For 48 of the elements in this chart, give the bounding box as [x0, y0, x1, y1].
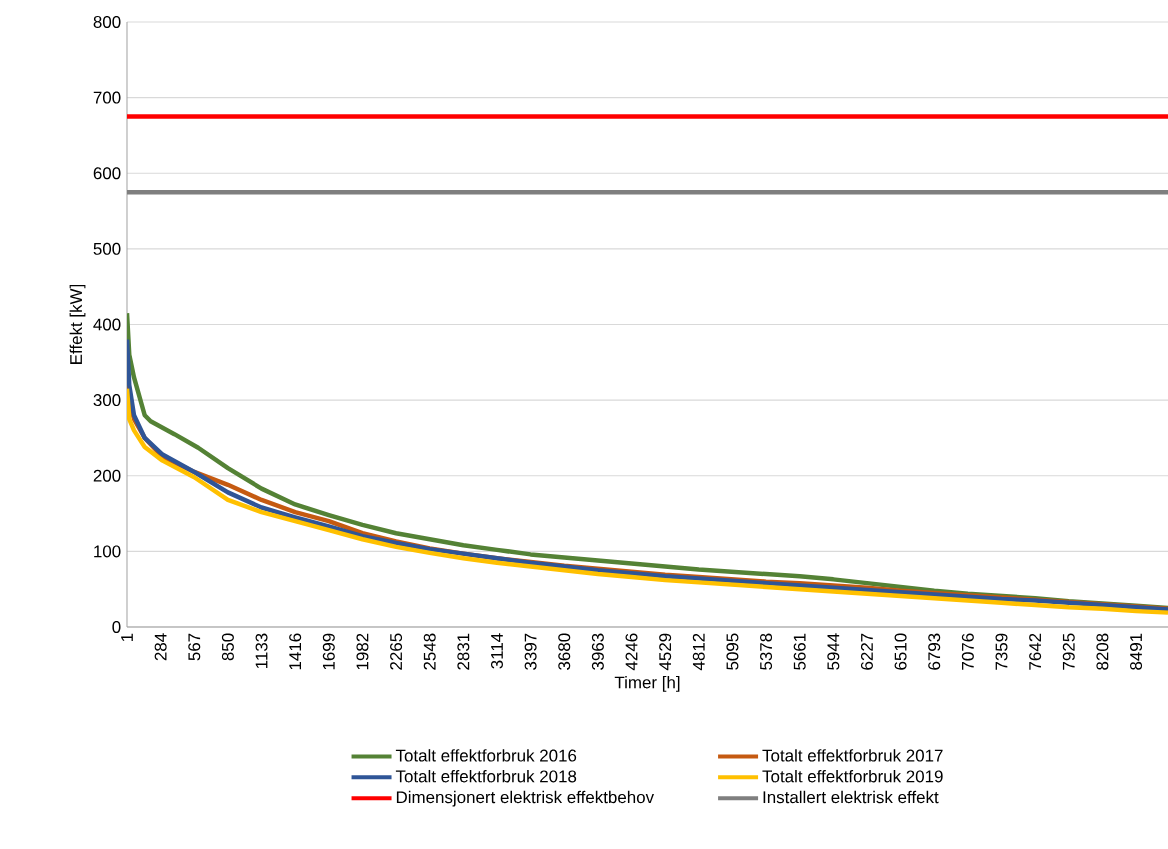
x-tick-label: 3963 [591, 633, 604, 670]
x-tick-label: 3397 [524, 633, 537, 670]
x-tick-label: 4812 [692, 633, 705, 671]
y-axis-title: Effekt [kW] [69, 284, 86, 364]
legend-label: Totalt effektforbruk 2016 [395, 749, 577, 762]
x-tick-label: 2265 [390, 633, 403, 670]
legend-label: Totalt effektforbruk 2018 [395, 769, 577, 783]
y-tick-label: 300 [93, 394, 121, 407]
x-tick-label: 284 [154, 633, 167, 661]
legend-label: Totalt effektforbruk 2017 [762, 749, 943, 762]
y-tick-label: 500 [93, 242, 121, 255]
legend-label: Dimensjonert elektrisk effektbehov [396, 790, 654, 807]
x-tick-label: 6793 [928, 633, 941, 670]
y-tick-label: 800 [93, 16, 121, 28]
x-tick-label: 2831 [457, 633, 470, 670]
x-tick-label: 7925 [1062, 633, 1075, 670]
x-tick-label: 6227 [860, 633, 873, 670]
x-tick-label: 6510 [894, 633, 907, 670]
x-tick-label: 4246 [625, 633, 638, 671]
x-tick-label: 7076 [961, 633, 974, 670]
x-tick-label: 5378 [760, 633, 773, 670]
x-tick-label: 3114 [490, 633, 503, 669]
x-tick-label: 1699 [322, 633, 335, 670]
x-tick-label: 5944 [827, 633, 840, 670]
y-tick-label: 100 [94, 545, 121, 558]
x-tick-label: 5095 [726, 633, 739, 670]
y-tick-label: 200 [93, 469, 121, 482]
x-tick-label: 850 [221, 633, 234, 661]
x-tick-label: 8491 [1130, 633, 1143, 670]
x-tick-label: 1982 [356, 633, 369, 670]
x-tick-label: 7359 [995, 633, 1008, 670]
y-tick-label: 0 [112, 621, 121, 633]
x-tick-label: 1 [121, 633, 133, 641]
x-tick-label: 2548 [423, 633, 436, 670]
x-tick-label: 567 [188, 633, 201, 661]
x-axis-title: Timer [h] [614, 676, 680, 692]
y-tick-label: 400 [93, 318, 121, 331]
x-tick-label: 1416 [289, 633, 302, 670]
y-tick-label: 700 [93, 91, 121, 104]
x-tick-label: 4529 [659, 633, 672, 671]
legend-label: Totalt effektforbruk 2019 [762, 769, 943, 783]
y-tick-label: 600 [93, 167, 121, 180]
x-tick-label: 3680 [558, 633, 571, 670]
x-tick-label: 7642 [1029, 633, 1042, 670]
legend-label: Installert elektrisk effekt [763, 790, 939, 804]
x-tick-label: 1133 [255, 633, 268, 668]
x-tick-label: 5661 [793, 633, 806, 670]
x-tick-label: 8208 [1096, 633, 1109, 670]
